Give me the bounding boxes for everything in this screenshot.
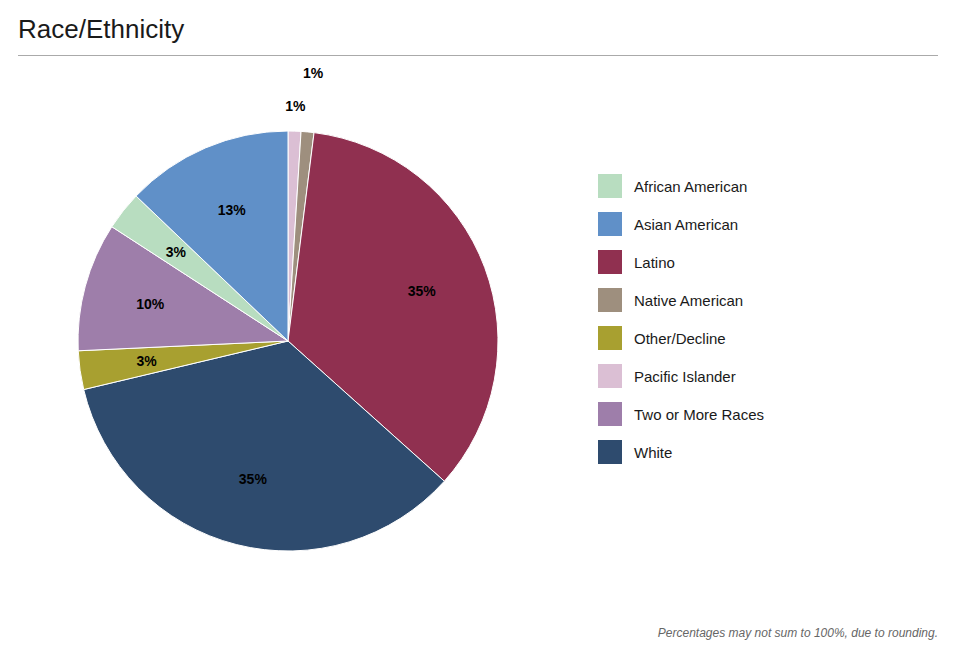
svg-text:3%: 3%	[166, 244, 187, 260]
svg-text:1%: 1%	[303, 65, 324, 81]
html-text:Other/Decline: Other/Decline	[634, 329, 726, 347]
svg-text:1%: 1%	[285, 98, 306, 114]
html-text:Two or More Races: Two or More Races	[634, 405, 764, 423]
html-text:Race/Ethnicity: Race/Ethnicity	[18, 14, 185, 44]
html-text:Pacific Islander: Pacific Islander	[634, 367, 736, 385]
html-text:African American: African American	[634, 177, 748, 195]
html-text:Percentages may not sum to 100: Percentages may not sum to 100%, due to …	[657, 626, 938, 640]
svg-text:10%: 10%	[136, 296, 165, 312]
html-text:Latino: Latino	[634, 253, 675, 271]
svg-text:35%: 35%	[239, 471, 268, 487]
svg-text:3%: 3%	[136, 353, 157, 369]
html-text:White: White	[634, 443, 673, 461]
svg-text:35%: 35%	[408, 283, 437, 299]
html-text:Native American: Native American	[634, 291, 744, 309]
html-text:Asian American: Asian American	[634, 215, 739, 233]
svg-text:13%: 13%	[218, 202, 247, 218]
